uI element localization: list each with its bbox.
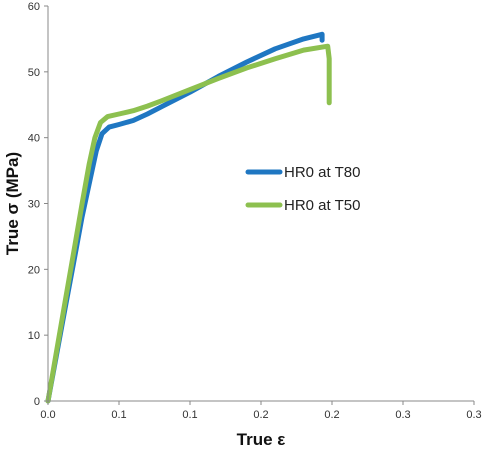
x-tick-label: 0.3 <box>466 409 481 421</box>
y-tick-label: 10 <box>28 330 40 342</box>
y-tick-label: 60 <box>28 1 40 13</box>
x-axis-ticks: 0.0 0.1 0.1 0.2 0.2 0.3 0.3 <box>40 401 482 421</box>
y-tick-label: 0 <box>34 396 40 408</box>
x-tick-label: 0.3 <box>395 409 410 421</box>
y-tick-label: 50 <box>28 67 40 79</box>
series-layer <box>45 31 332 404</box>
y-tick-label: 30 <box>28 199 40 211</box>
x-tick-label: 0.2 <box>324 409 339 421</box>
x-tick-label: 0.2 <box>253 409 268 421</box>
series-line-2 <box>45 43 332 404</box>
y-axis-title: True σ (MPa) <box>3 152 22 255</box>
legend-label-1: HR0 at T80 <box>284 164 360 181</box>
x-tick-label: 0.1 <box>182 409 197 421</box>
y-tick-label: 20 <box>28 264 40 276</box>
y-axis-ticks: 0 10 20 30 40 50 60 <box>28 1 48 408</box>
x-axis-title: True ε <box>237 430 286 449</box>
legend: HR0 at T80 HR0 at T50 <box>245 164 360 214</box>
x-tick-label: 0.1 <box>111 409 126 421</box>
legend-label-2: HR0 at T50 <box>284 197 360 214</box>
y-tick-label: 40 <box>28 133 40 145</box>
x-tick-label: 0.0 <box>40 409 55 421</box>
